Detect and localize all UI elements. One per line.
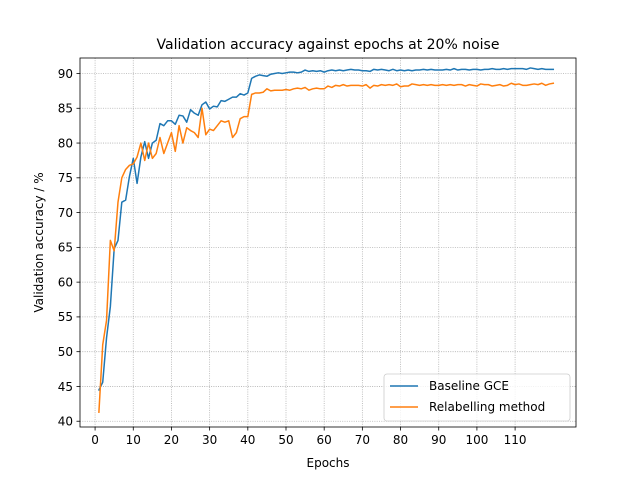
y-tick-label: 70 [58, 206, 73, 220]
gridlines [80, 58, 576, 427]
x-tick-label: 90 [431, 433, 446, 447]
plot-area-frame [79, 57, 577, 428]
series-line-baseline-gce [97, 67, 555, 391]
legend-label-baseline-gce: Baseline GCE [429, 379, 509, 393]
y-tick-label: 45 [58, 380, 73, 394]
x-tick-label: 10 [126, 433, 141, 447]
x-tick-label: 70 [355, 433, 370, 447]
y-tick-label: 55 [58, 310, 73, 324]
y-tick-label: 60 [58, 275, 73, 289]
x-tick-label: 60 [317, 433, 332, 447]
series-lines [97, 67, 555, 413]
y-tick-label: 80 [58, 136, 73, 150]
y-tick-label: 75 [58, 171, 73, 185]
x-axis-ticks: 0 10 20 30 40 50 60 70 80 90 100 110 [91, 427, 527, 447]
y-axis-label: Validation accuracy / % [32, 172, 46, 312]
chart-title: Validation accuracy against epochs at 20… [157, 37, 500, 53]
x-tick-label: 100 [465, 433, 488, 447]
legend-label-relabelling-method: Relabelling method [429, 400, 545, 414]
series-line-relabelling-method [98, 82, 555, 413]
x-tick-label: 50 [278, 433, 293, 447]
y-axis-ticks: 40 45 50 55 60 65 70 75 80 85 90 [58, 67, 80, 429]
y-tick-label: 85 [58, 102, 73, 116]
y-tick-label: 90 [58, 67, 73, 81]
legend: Baseline GCE Relabelling method [383, 373, 571, 422]
y-tick-label: 40 [58, 415, 73, 429]
x-tick-label: 30 [202, 433, 217, 447]
x-tick-label: 110 [504, 433, 527, 447]
x-axis-label: Epochs [307, 456, 350, 470]
y-tick-label: 65 [58, 241, 73, 255]
x-tick-label: 0 [91, 433, 99, 447]
y-tick-label: 50 [58, 345, 73, 359]
x-tick-label: 80 [393, 433, 408, 447]
x-tick-label: 20 [164, 433, 179, 447]
x-tick-label: 40 [240, 433, 255, 447]
legend-box [383, 373, 571, 422]
